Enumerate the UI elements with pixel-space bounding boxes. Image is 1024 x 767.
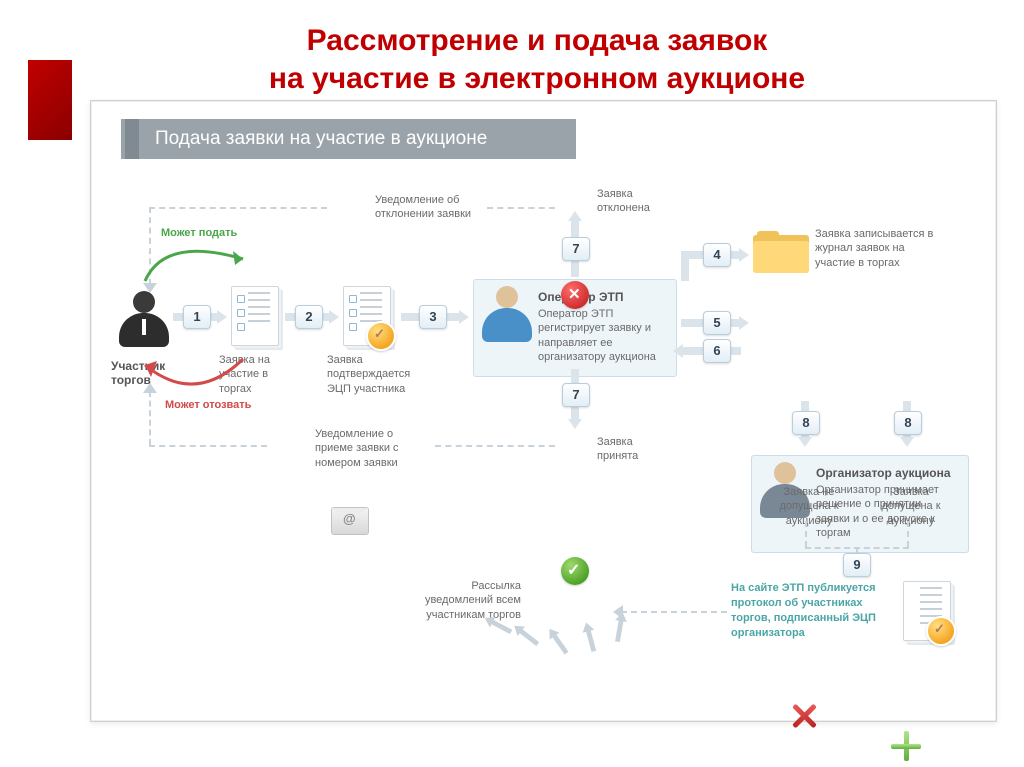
signed-doc-icon xyxy=(343,286,391,346)
application-icon xyxy=(231,286,279,346)
reject-envelope-icon xyxy=(331,507,369,535)
conn-6-head xyxy=(673,344,683,358)
conn-1-head xyxy=(217,310,227,324)
conn-2-head xyxy=(329,310,339,324)
fan-4 xyxy=(580,621,599,653)
can-submit-arrow xyxy=(135,231,255,291)
step-1: 1 xyxy=(183,305,211,329)
conn-7a-head xyxy=(568,211,582,221)
fan-3 xyxy=(544,625,571,656)
conn-5-head xyxy=(739,316,749,330)
dash-9b xyxy=(907,521,909,547)
dash-9a xyxy=(805,521,807,547)
subheader-text: Подача заявки на участие в аукционе xyxy=(155,128,487,150)
folder-icon xyxy=(753,231,809,273)
step-9: 9 xyxy=(843,553,871,577)
dash-bc xyxy=(621,611,727,613)
conn-8a-head xyxy=(798,437,812,447)
accepted-icon xyxy=(561,557,589,585)
protocol-doc-icon xyxy=(903,581,951,641)
medal-icon-2 xyxy=(926,616,956,646)
admitted-caption: Заявка допущена к аукциону xyxy=(873,485,949,528)
step-3: 3 xyxy=(419,305,447,329)
not-admitted-caption: Заявка не допущена к аукциону xyxy=(771,485,847,528)
can-submit-label: Может подать xyxy=(161,227,237,239)
conn-8b-head xyxy=(900,437,914,447)
rejected-caption: Заявка отклонена xyxy=(597,187,677,216)
admitted-icon xyxy=(891,731,921,761)
can-recall-label: Может отозвать xyxy=(165,399,251,411)
step-4: 4 xyxy=(703,243,731,267)
slide: Рассмотрение и подача заявокна участие в… xyxy=(0,0,1024,767)
conn-4b xyxy=(681,251,689,281)
subheader-bar: Подача заявки на участие в аукционе xyxy=(121,119,576,159)
conn-4-head xyxy=(739,248,749,262)
journal-caption: Заявка записывается в журнал заявок на у… xyxy=(815,227,935,270)
fan-2 xyxy=(510,621,541,649)
medal-icon xyxy=(366,321,396,351)
participant-icon xyxy=(119,291,169,351)
dash-rej-h xyxy=(149,207,327,209)
not-admitted-icon xyxy=(789,701,819,731)
rejected-icon xyxy=(561,281,589,309)
step-5: 5 xyxy=(703,311,731,335)
signed-caption: Заявка подтверждается ЭЦП участника xyxy=(327,353,427,396)
page-title: Рассмотрение и подача заявокна участие в… xyxy=(90,22,984,97)
step-6: 6 xyxy=(703,339,731,363)
step-7b: 7 xyxy=(562,383,590,407)
step-7a: 7 xyxy=(562,237,590,261)
organizer-title: Организатор аукциона xyxy=(816,466,958,480)
operator-title: Оператор ЭТП xyxy=(538,290,666,304)
dash-acc-h xyxy=(149,445,267,447)
conn-3-head xyxy=(459,310,469,324)
accept-notice-caption: Уведомление о приеме заявки с номером за… xyxy=(315,427,433,470)
operator-text: Оператор ЭТП регистрирует заявку и напра… xyxy=(538,307,666,364)
protocol-text: На сайте ЭТП публикуется протокол об уча… xyxy=(731,581,891,640)
diagram-panel: Подача заявки на участие в аукционе Учас… xyxy=(90,100,997,722)
reject-notice-caption: Уведомление об отклонении заявки xyxy=(375,193,485,222)
step-2: 2 xyxy=(295,305,323,329)
dash-acc-right xyxy=(435,445,555,447)
broadcast-caption: Рассылка уведомлений всем участникам тор… xyxy=(411,579,521,622)
dash-rej-right xyxy=(487,207,555,209)
accent-block xyxy=(28,60,72,140)
step-8b: 8 xyxy=(894,411,922,435)
subheader-square xyxy=(125,119,139,159)
step-8a: 8 xyxy=(792,411,820,435)
accepted-caption: Заявка принята xyxy=(597,435,677,464)
conn-7b-head xyxy=(568,419,582,429)
operator-avatar xyxy=(482,286,532,346)
